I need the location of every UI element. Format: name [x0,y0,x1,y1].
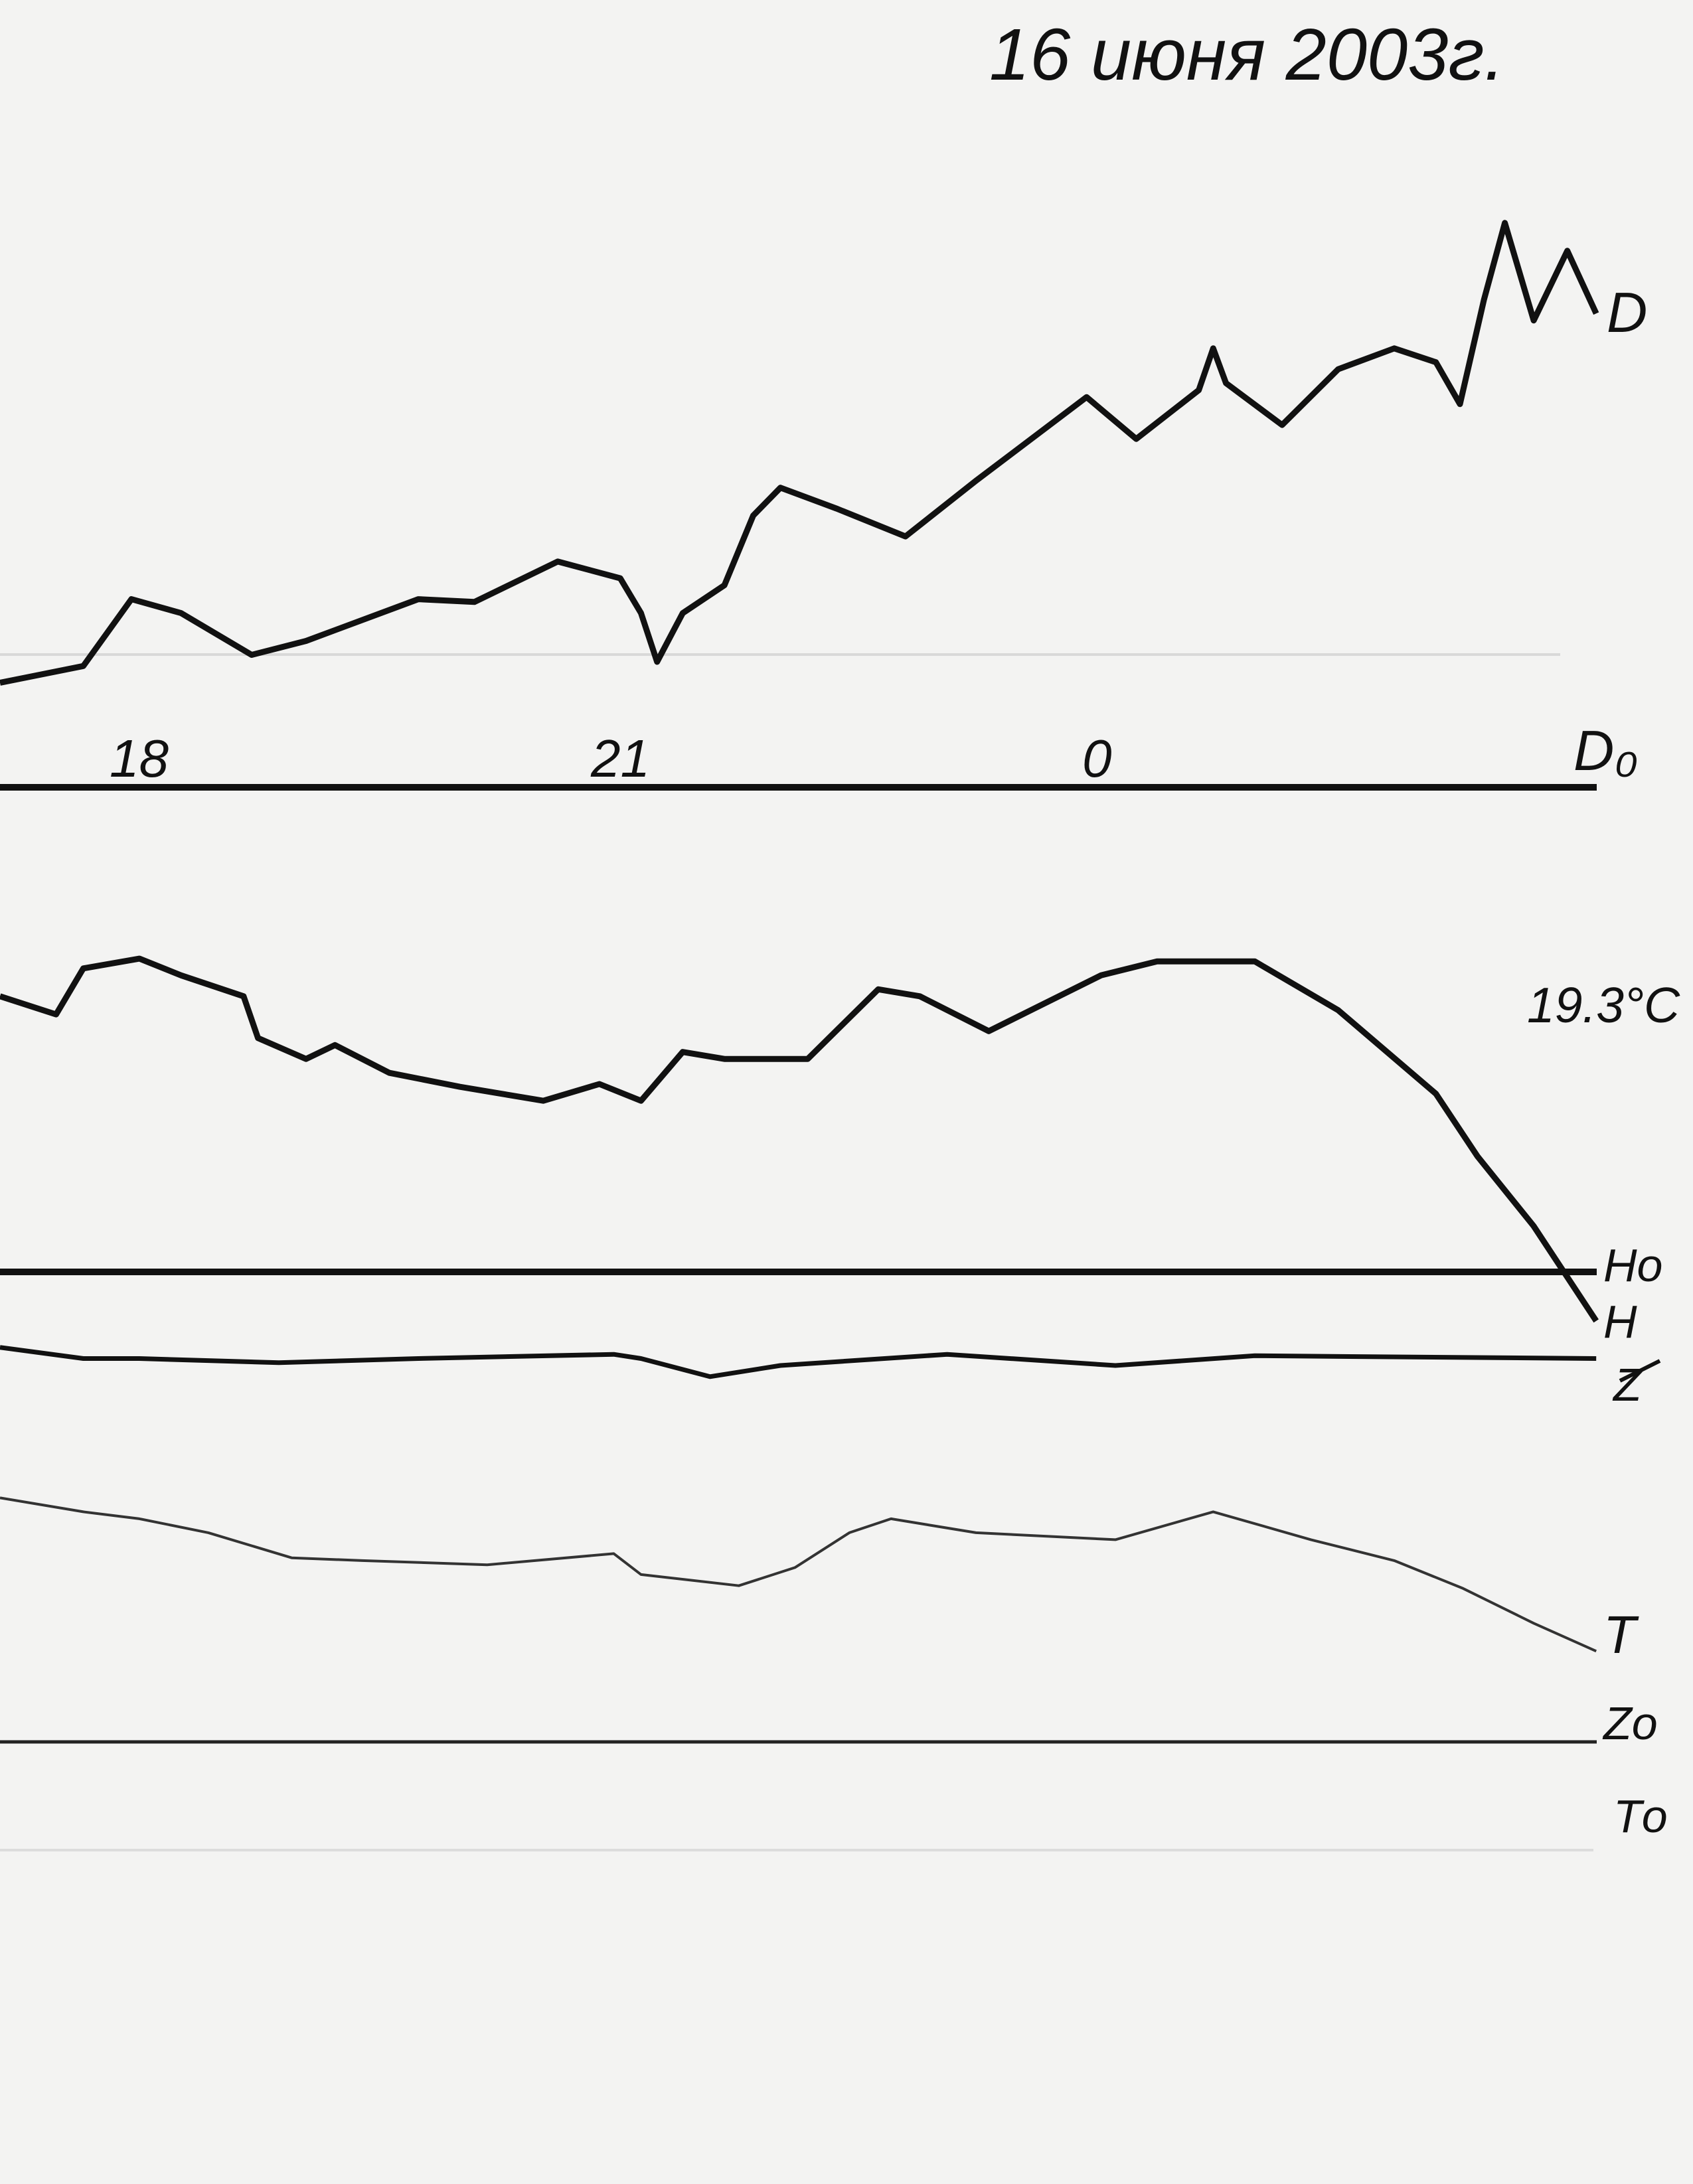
series-label-d: D [1607,281,1647,345]
z-slash-mark [1619,1359,1661,1383]
trace-t [0,1496,1597,1653]
temperature-label: 19.3°C [1527,977,1680,1033]
x-tick-label: 18 [110,729,169,788]
baseline-label-h0: Hо [1603,1239,1662,1291]
chart-title: 16 июня 2003г. [989,14,1504,96]
trace-h [0,955,1599,1323]
baseline-label-d0: D₀ [1573,720,1638,783]
series-label-z: Z [1612,1359,1643,1411]
series-label-t: T [1603,1605,1639,1664]
baseline-label-z0: Zо [1602,1697,1658,1749]
x-tick-label: 21 [590,729,650,788]
x-tick-label: 0 [1082,729,1112,788]
baseline-label-t0: Tо [1613,1790,1668,1842]
trace-d [0,220,1599,686]
trace-z [0,1345,1597,1379]
series-label-h: H [1603,1296,1637,1348]
